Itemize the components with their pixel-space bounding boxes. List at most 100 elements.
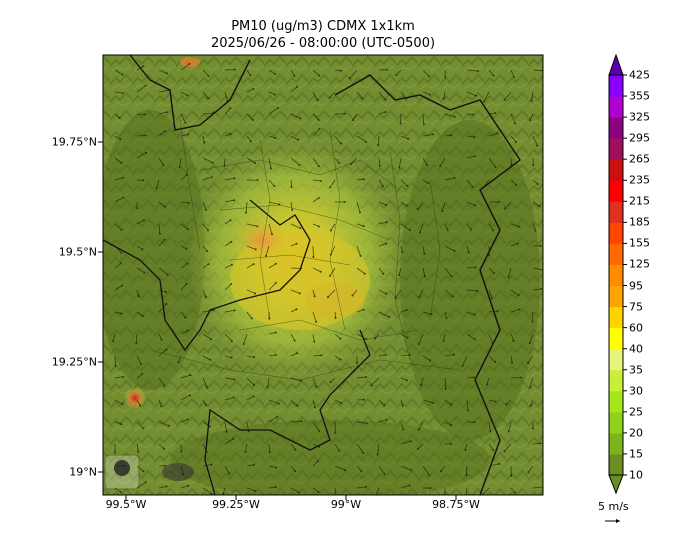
wind-arrow <box>532 442 541 445</box>
wind-arrow <box>356 309 364 313</box>
wind-arrow-head <box>232 437 235 440</box>
wind-arrow-head <box>273 184 276 187</box>
wind-arrow <box>370 377 380 386</box>
wind-arrow <box>488 333 493 344</box>
wind-arrow-head <box>474 204 477 207</box>
wind-arrow-head <box>387 315 390 318</box>
wind-arrow-head <box>385 221 388 224</box>
wind-arrow <box>202 112 214 115</box>
wind-arrow-head <box>409 440 412 443</box>
wind-arrow-head <box>163 447 166 450</box>
wind-arrow-head <box>496 132 499 135</box>
wind-arrow-head <box>422 123 425 126</box>
wind-arrow-head <box>338 161 341 164</box>
wind-arrow <box>378 221 387 225</box>
wind-arrow-head <box>507 276 510 279</box>
wind-arrow <box>400 135 409 140</box>
wind-arrow <box>529 377 534 388</box>
wind-arrow-head <box>290 185 293 188</box>
wind-arrow <box>224 377 235 380</box>
wind-arrow-head <box>343 201 346 204</box>
wind-arrow <box>440 465 446 472</box>
wind-arrow-head <box>120 228 123 231</box>
wind-arrow-head <box>294 448 297 451</box>
wind-arrow-head <box>268 317 271 320</box>
wind-arrow <box>243 333 248 345</box>
wind-arrow <box>114 135 121 140</box>
wind-arrow <box>290 443 296 450</box>
wind-arrow <box>290 377 302 382</box>
wind-arrow <box>488 112 496 115</box>
wind-arrow <box>422 179 429 184</box>
wind-arrow <box>246 464 255 467</box>
wind-arrow <box>441 201 446 212</box>
wind-arrow-head <box>143 271 146 274</box>
wind-arrow-head <box>473 421 476 424</box>
wind-arrow <box>422 69 430 77</box>
wind-arrow <box>202 157 213 164</box>
wind-arrow-head <box>328 96 331 99</box>
state-boundary <box>129 55 521 495</box>
wind-arrow-head <box>229 107 232 110</box>
wind-arrow <box>202 421 210 427</box>
wind-arrow <box>158 443 165 450</box>
wind-arrow <box>395 289 402 298</box>
wind-arrow-head <box>137 450 140 453</box>
wind-arrow-head <box>318 74 321 77</box>
wind-arrow-head <box>277 402 280 405</box>
wind-arrow-head <box>450 134 453 137</box>
wind-arrow-head <box>145 151 148 154</box>
wind-arrow-head <box>450 423 453 426</box>
wind-arrow <box>136 152 147 159</box>
wind-arrow-head <box>185 173 188 176</box>
wind-arrow-head <box>343 112 346 115</box>
wind-arrow <box>529 113 534 121</box>
wind-arrow-head <box>365 485 368 488</box>
wind-arrow <box>312 355 322 357</box>
wind-arrow-head <box>494 400 497 403</box>
wind-arrow <box>224 133 231 137</box>
wind-arrow <box>246 289 256 294</box>
wind-arrow-head <box>230 340 233 343</box>
wind-arrow <box>400 465 412 471</box>
wind-arrow <box>136 85 146 93</box>
wind-arrow-head <box>186 262 189 265</box>
wind-arrow-head <box>165 111 168 114</box>
colorbar-tick-label: 185 <box>629 215 650 229</box>
wind-arrow-head <box>300 267 303 270</box>
wind-arrow <box>290 289 301 294</box>
wind-arrow <box>422 91 430 95</box>
wind-arrow <box>312 311 317 322</box>
wind-arrow-head <box>428 75 431 78</box>
wind-arrow <box>268 332 276 335</box>
wind-arrow-head <box>429 487 432 490</box>
wind-arrow <box>158 89 170 93</box>
wind-arrow-head <box>210 492 213 495</box>
wind-arrow <box>136 399 141 406</box>
wind-arrow <box>180 134 189 137</box>
wind-arrow <box>508 421 512 432</box>
wind-arrow <box>329 91 336 98</box>
wind-arrow-head <box>417 428 420 431</box>
wind-arrow-head <box>464 448 467 451</box>
wind-arrow <box>504 443 512 452</box>
wind-arrow <box>246 157 256 164</box>
wind-arrow-head <box>534 229 537 232</box>
wind-arrow-head <box>114 364 117 367</box>
wind-arrow <box>158 267 168 275</box>
wind-arrow-head <box>419 384 422 387</box>
wind-arrow <box>224 91 228 102</box>
wind-arrow-head <box>254 489 257 492</box>
colorbar-tick-label: 325 <box>629 110 650 124</box>
wind-arrow-head <box>165 302 168 305</box>
wind-arrow <box>350 157 358 165</box>
wind-arrow-head <box>385 242 388 245</box>
wind-arrow-head <box>376 453 379 456</box>
wind-arrow <box>312 69 320 76</box>
wind-arrow-head <box>442 97 445 100</box>
wind-arrow <box>114 223 122 231</box>
colorbar-tick-label: 35 <box>629 363 643 377</box>
wind-arrow-head <box>492 229 495 232</box>
wind-arrow-head <box>423 252 426 255</box>
wind-arrow-head <box>451 295 454 298</box>
